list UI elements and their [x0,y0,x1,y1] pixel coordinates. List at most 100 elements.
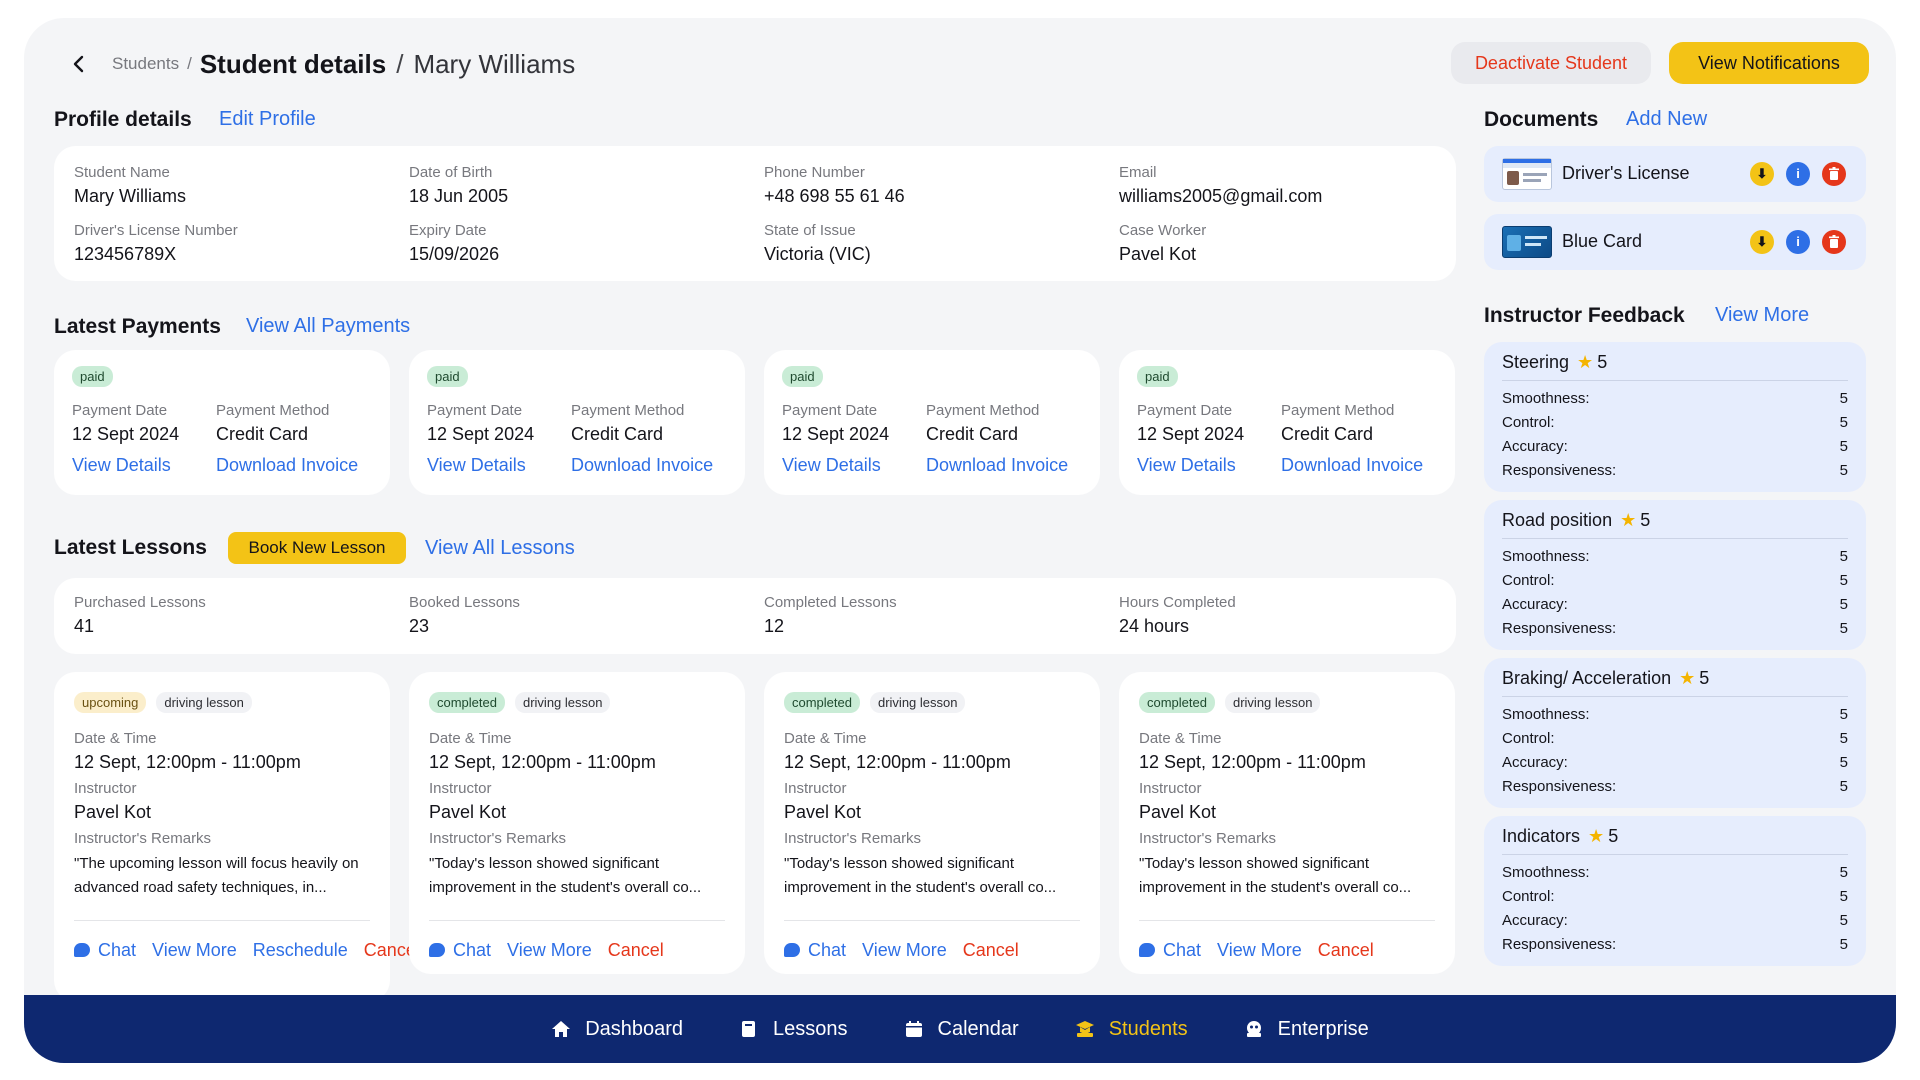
documents-section-title: Documents [1484,108,1599,131]
status-badge: completed [429,692,505,713]
feedback-category: Braking/ Acceleration [1502,668,1672,688]
download-invoice-link[interactable]: Download Invoice [1281,455,1424,475]
download-invoice-link[interactable]: Download Invoice [571,455,714,475]
view-more-link[interactable]: View More [507,940,592,960]
nav-item-enterprise[interactable]: Enterprise [1244,1018,1369,1041]
home-icon [551,1020,571,1038]
lesson-instructor: Pavel Kot [74,802,152,822]
document-item[interactable]: Driver's License ⬇ i [1484,146,1866,202]
chat-button[interactable]: Chat [429,940,491,960]
lesson-stats-card: Purchased Lessons 41 Booked Lessons 23 Com… [54,578,1456,654]
view-details-link[interactable]: View Details [782,455,881,475]
nav-item-lessons[interactable]: Lessons [739,1018,848,1041]
feedback-card: Indicators ★ 5 Smoothness: 5 Control: 5 Accu… [1484,816,1866,966]
book-new-lesson-button[interactable]: Book New Lesson [228,532,406,564]
edit-profile-link[interactable]: Edit Profile [219,108,316,130]
view-more-link[interactable]: View More [1217,940,1302,960]
chat-button[interactable]: Chat [74,940,136,960]
lesson-instructor: Pavel Kot [784,802,862,822]
lesson-type-badge: driving lesson [514,692,611,713]
lesson-remarks: "Today's lesson showed significant impro… [784,855,1057,896]
calendar-icon [904,1020,924,1038]
view-details-link[interactable]: View Details [72,455,171,475]
state-of-issue-field: State of Issue Victoria (VIC) [764,222,871,264]
chat-icon [1139,943,1155,957]
case-worker-field: Case Worker Pavel Kot [1119,222,1207,264]
cancel-link[interactable]: Cancel [363,940,420,960]
divider [1139,920,1435,921]
view-details-link[interactable]: View Details [1137,455,1236,475]
info-icon[interactable]: i [1786,230,1810,254]
feedback-view-more-link[interactable]: View More [1715,304,1810,326]
lesson-card: completed driving lesson Date & Time 12 S… [1119,672,1455,974]
view-details-link[interactable]: View Details [427,455,526,475]
download-invoice-link[interactable]: Download Invoice [216,455,359,475]
enterprise-icon [1244,1020,1264,1038]
chat-button[interactable]: Chat [1139,940,1201,960]
download-icon[interactable]: ⬇ [1750,162,1774,186]
app-window: Students / Student details / Mary Willia… [24,18,1896,1063]
lesson-type-badge: driving lesson [1224,692,1321,713]
cancel-link[interactable]: Cancel [962,940,1019,960]
lesson-type-badge: driving lesson [156,692,252,713]
star-icon: ★ [1620,510,1637,530]
star-icon: ★ [1588,826,1605,846]
phone-field: Phone Number +48 698 55 61 46 [764,164,905,206]
profile-section-title: Profile details [54,108,192,131]
email-link[interactable]: williams2005@gmail.com [1119,186,1323,206]
hours-completed-stat: Hours Completed 24 hours [1119,594,1236,636]
lesson-instructor: Pavel Kot [1139,802,1217,822]
lesson-remarks: "The upcoming lesson will focus heavily … [74,855,359,896]
payments-section-title: Latest Payments [54,315,221,338]
status-badge: paid [1137,366,1178,387]
lesson-datetime: 12 Sept, 12:00pm - 11:00pm [74,752,301,772]
reschedule-link[interactable]: Reschedule [252,940,348,960]
breadcrumb-students[interactable]: Students [112,54,180,73]
nav-item-dashboard[interactable]: Dashboard [551,1018,683,1041]
document-name: Driver's License [1562,163,1690,183]
page-subtitle: Mary Williams [413,48,576,79]
expiry-date-field: Expiry Date 15/09/2026 [409,222,500,264]
lesson-datetime: 12 Sept, 12:00pm - 11:00pm [429,752,656,772]
status-badge: paid [427,366,468,387]
download-icon[interactable]: ⬇ [1750,230,1774,254]
feedback-card: Braking/ Acceleration ★ 5 Smoothness: 5 Con… [1484,658,1866,808]
feedback-rating: 5 [1699,668,1710,688]
nav-item-calendar[interactable]: Calendar [904,1018,1019,1041]
lessons-section-title: Latest Lessons [54,536,207,559]
info-icon[interactable]: i [1786,162,1810,186]
document-item[interactable]: Blue Card ⬇ i [1484,214,1866,270]
feedback-section-title: Instructor Feedback [1484,304,1685,327]
add-document-link[interactable]: Add New [1626,108,1708,130]
chat-icon [74,943,90,957]
delete-icon[interactable] [1822,230,1846,254]
completed-lessons-stat: Completed Lessons 12 [764,594,897,636]
delete-icon[interactable] [1822,162,1846,186]
status-badge: paid [72,366,113,387]
license-thumbnail [1502,158,1552,190]
dob-field: Date of Birth 18 Jun 2005 [409,164,509,206]
status-badge: completed [1139,692,1215,713]
purchased-lessons-stat: Purchased Lessons 41 [74,594,206,636]
view-more-link[interactable]: View More [862,940,947,960]
download-invoice-link[interactable]: Download Invoice [926,455,1069,475]
feedback-rating: 5 [1608,826,1619,846]
status-badge: upcoming [74,692,147,713]
view-notifications-button[interactable]: View Notifications [1669,42,1869,84]
back-icon[interactable] [64,49,94,79]
graduation-cap-icon [1075,1020,1095,1038]
nav-item-students[interactable]: Students [1075,1018,1188,1041]
view-all-lessons-link[interactable]: View All Lessons [425,537,575,559]
feedback-category: Steering [1502,352,1570,372]
deactivate-student-button[interactable]: Deactivate Student [1451,42,1651,84]
cancel-link[interactable]: Cancel [607,940,664,960]
view-all-payments-link[interactable]: View All Payments [246,315,411,337]
blue-card-thumbnail [1502,226,1552,258]
feedback-rating: 5 [1640,510,1651,530]
cancel-link[interactable]: Cancel [1317,940,1374,960]
status-badge: completed [784,692,860,713]
view-more-link[interactable]: View More [152,940,237,960]
chat-button[interactable]: Chat [784,940,846,960]
lesson-datetime: 12 Sept, 12:00pm - 11:00pm [1139,752,1366,772]
license-number-field: Driver's License Number 123456789X [74,222,238,264]
